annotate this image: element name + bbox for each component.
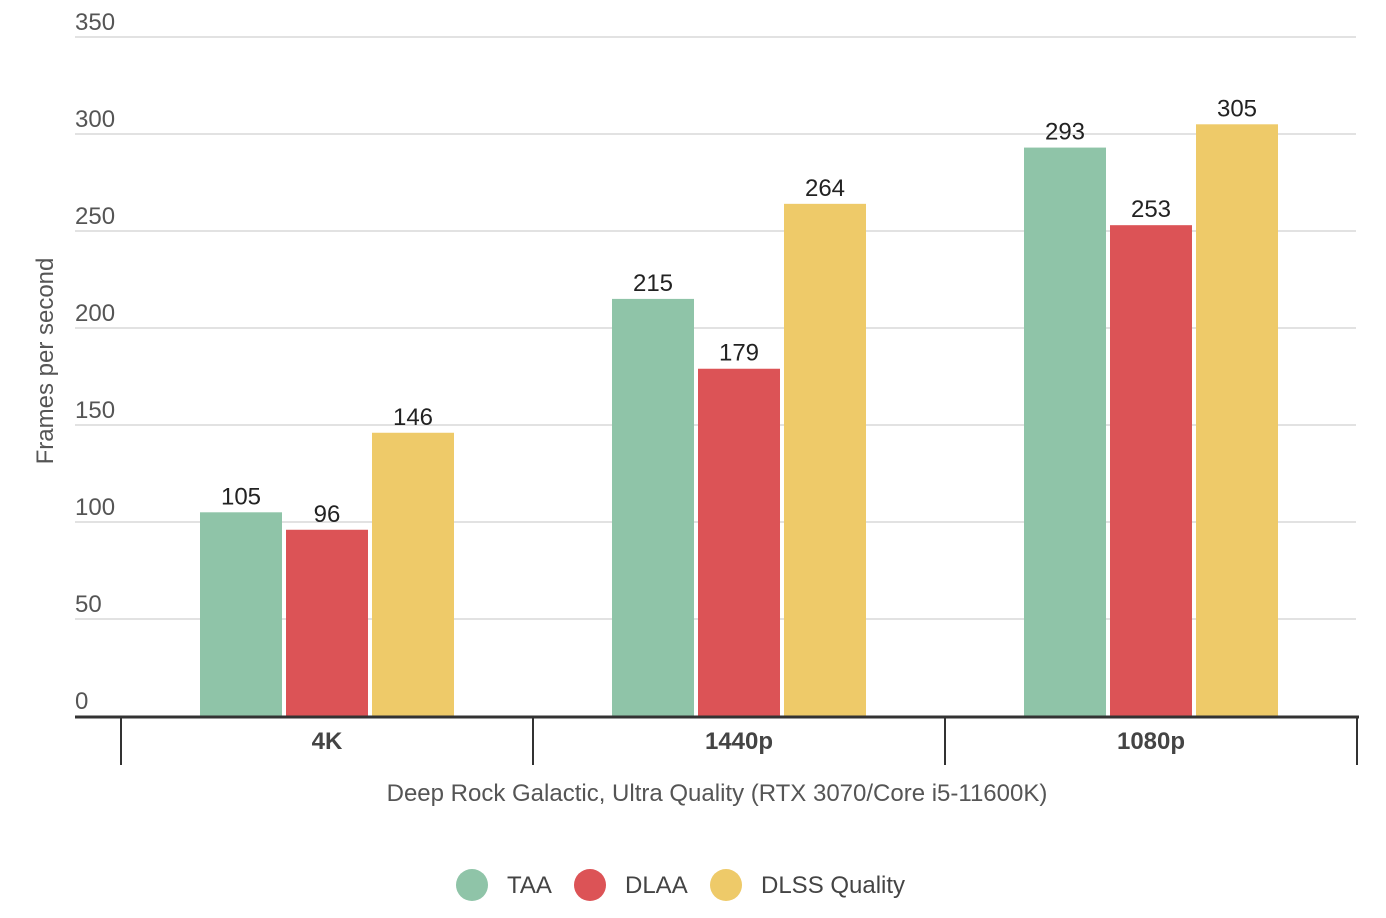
data-label: 215 xyxy=(633,270,673,297)
y-tick-label: 0 xyxy=(75,688,88,715)
y-tick-label: 300 xyxy=(75,106,115,133)
data-label: 96 xyxy=(314,501,341,528)
legend-label: TAA xyxy=(507,872,552,899)
y-tick-label: 50 xyxy=(75,591,102,618)
legend-item: DLSS Quality xyxy=(710,869,905,901)
legend-label: DLSS Quality xyxy=(761,872,905,899)
legend-swatch xyxy=(456,869,488,901)
y-axis-label: Frames per second xyxy=(32,258,59,465)
x-axis: 4K 1440p 1080p xyxy=(75,715,1359,765)
y-tick-label: 350 xyxy=(75,9,115,36)
bar-dlss-quality xyxy=(1196,124,1278,717)
bar-dlaa xyxy=(1110,225,1192,716)
data-label: 146 xyxy=(393,404,433,431)
data-label: 105 xyxy=(221,483,261,510)
bar-dlss-quality xyxy=(784,203,866,717)
y-tick-labels: 0 50 100 150 200 250 300 350 xyxy=(75,9,115,715)
bars xyxy=(200,124,1278,717)
legend-item: TAA xyxy=(456,869,552,901)
x-tick-label: 1080p xyxy=(1117,728,1185,755)
legend: TAA DLAA DLSS Quality xyxy=(456,869,905,901)
y-tick-label: 150 xyxy=(75,397,115,424)
data-label: 253 xyxy=(1131,196,1171,223)
data-label: 179 xyxy=(719,340,759,367)
data-labels: 105 96 146 215 179 264 293 253 305 xyxy=(221,95,1257,527)
y-tick-label: 250 xyxy=(75,203,115,230)
data-label: 264 xyxy=(805,175,845,202)
bar-dlss-quality xyxy=(372,432,454,716)
bar-taa xyxy=(1024,147,1106,716)
bar-taa xyxy=(200,512,282,716)
y-tick-label: 100 xyxy=(75,494,115,521)
x-tick-label: 4K xyxy=(312,728,343,755)
bar-taa xyxy=(612,298,694,716)
x-axis-label: Deep Rock Galactic, Ultra Quality (RTX 3… xyxy=(387,780,1048,807)
bar-dlaa xyxy=(698,368,780,716)
legend-item: DLAA xyxy=(574,869,688,901)
bar-dlaa xyxy=(286,529,368,716)
data-label: 293 xyxy=(1045,119,1085,146)
data-label: 305 xyxy=(1217,95,1257,122)
legend-swatch xyxy=(574,869,606,901)
legend-swatch xyxy=(710,869,742,901)
y-tick-label: 200 xyxy=(75,300,115,327)
x-tick-label: 1440p xyxy=(705,728,773,755)
legend-label: DLAA xyxy=(625,872,688,899)
